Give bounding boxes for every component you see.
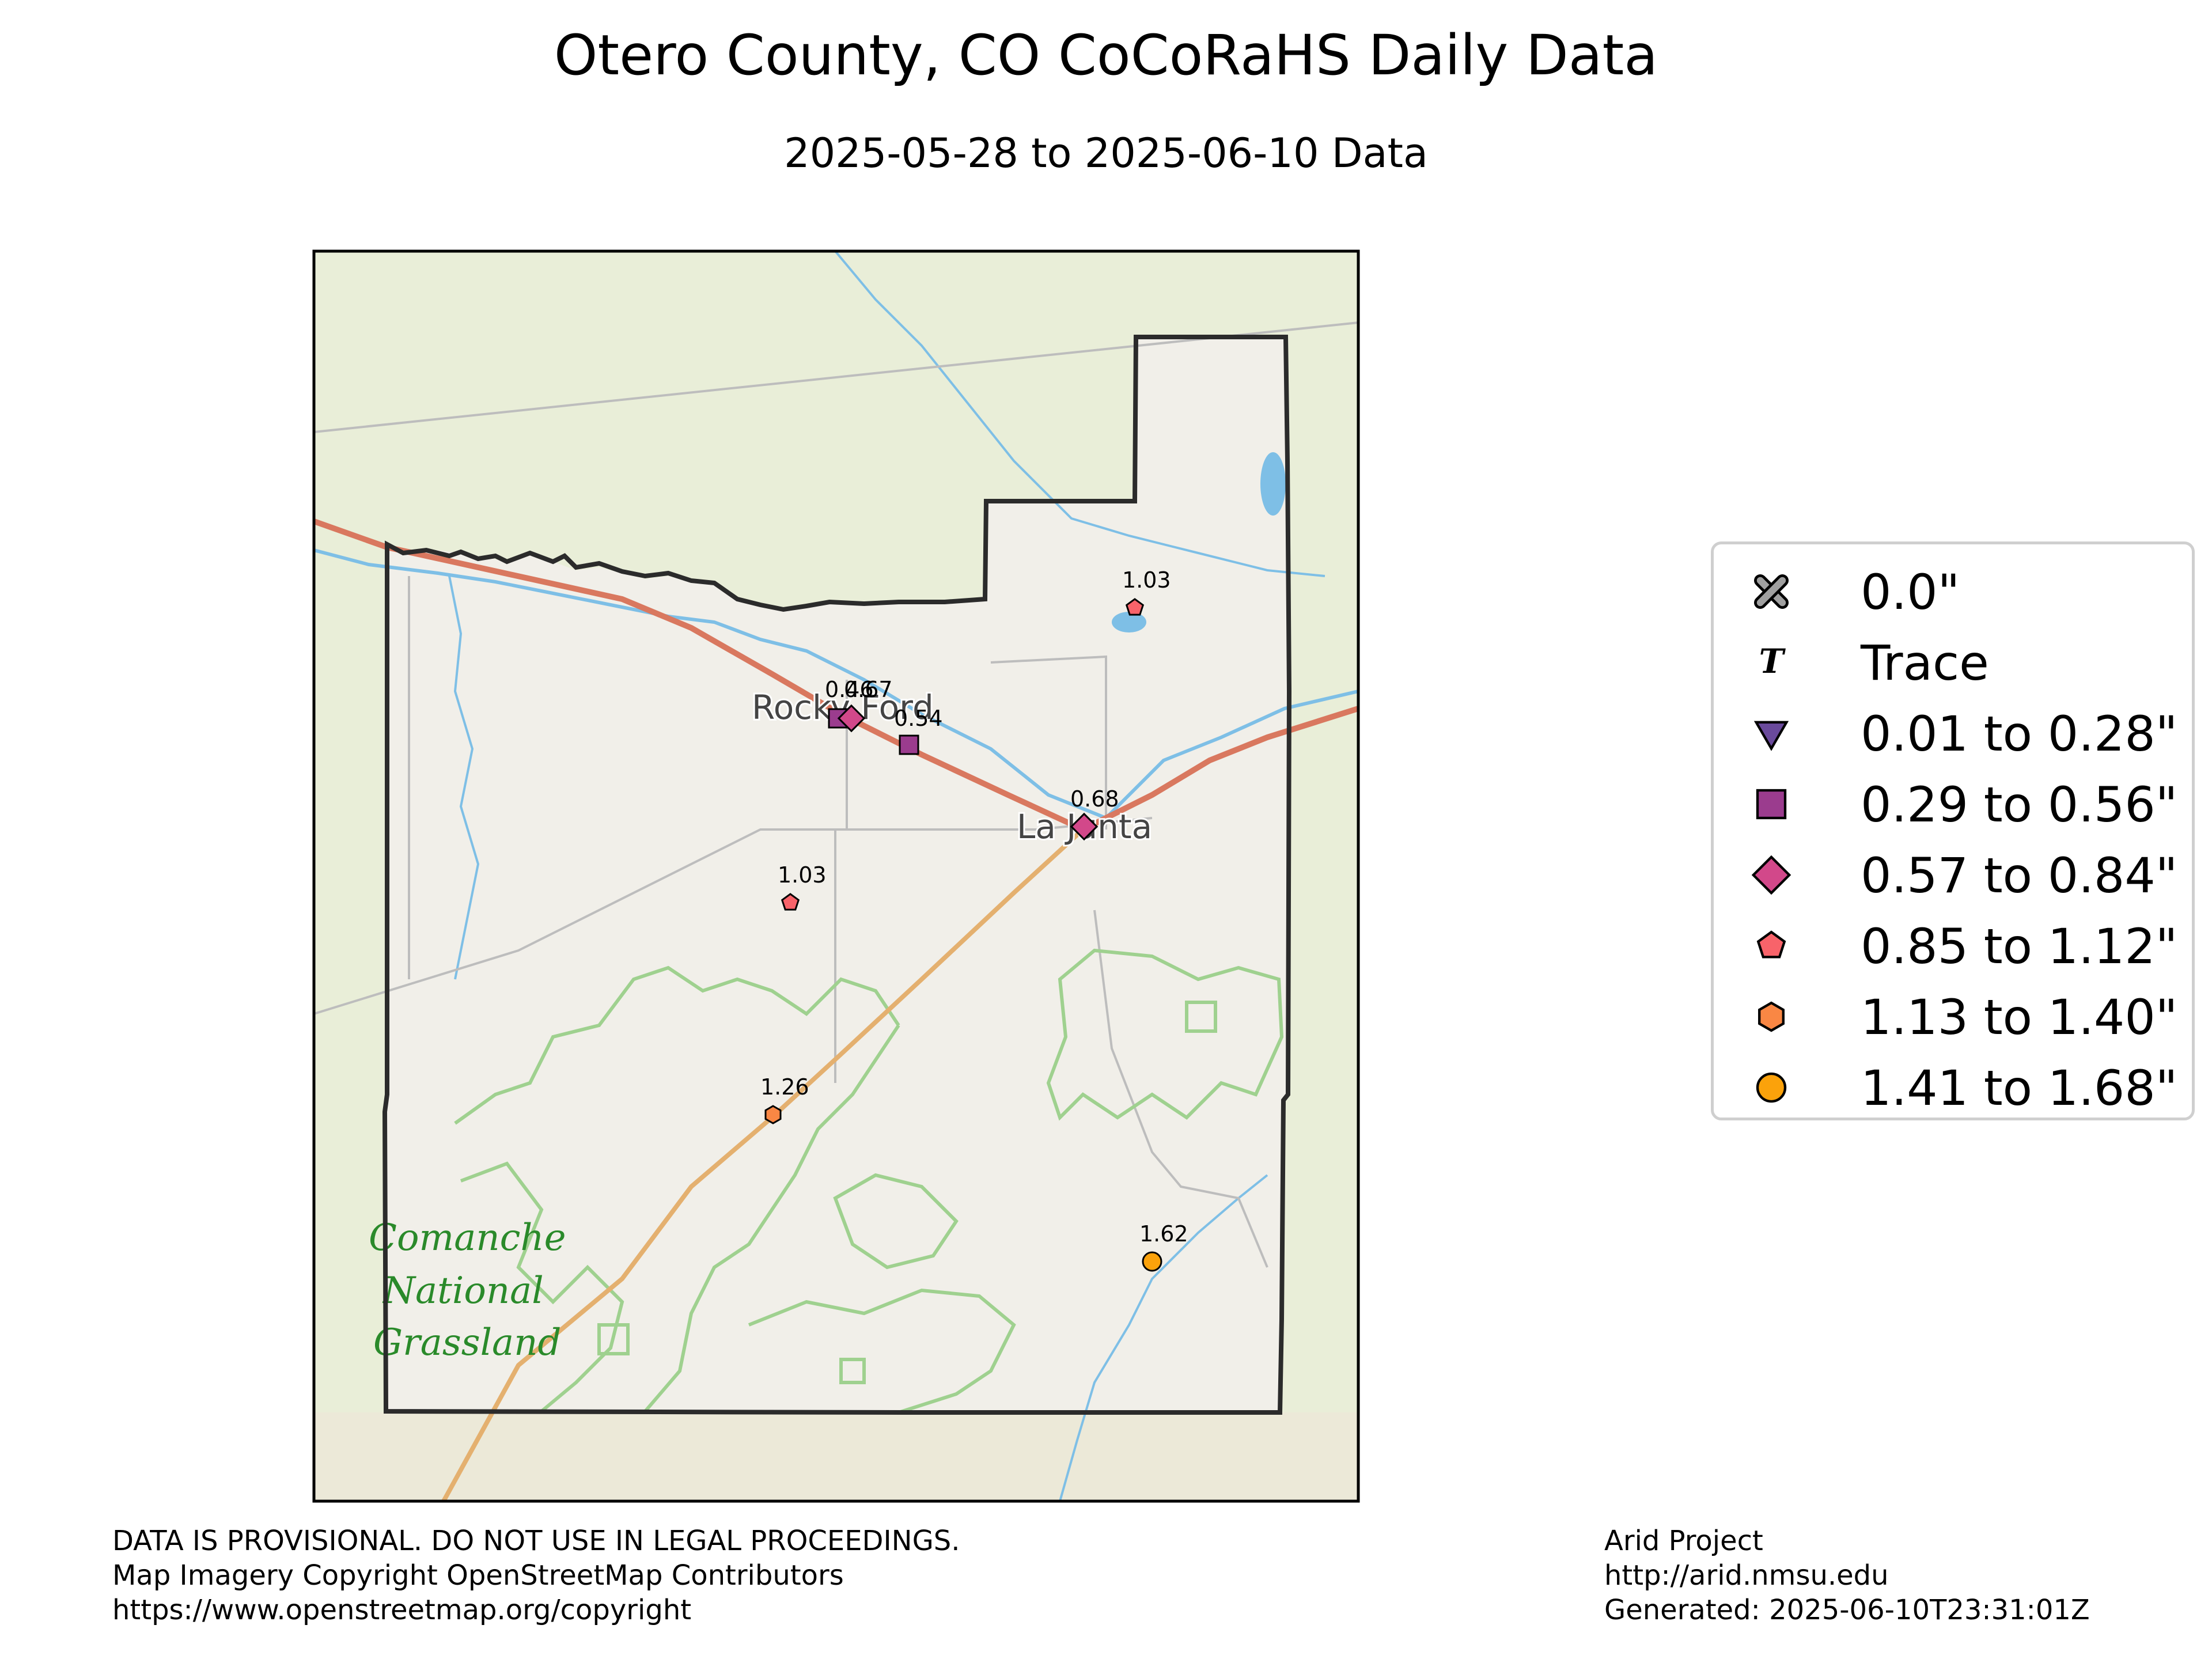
station-value-label: 1.26 xyxy=(760,1074,809,1100)
legend-item: 0.0" xyxy=(1714,556,2192,625)
station-value-label: 1.03 xyxy=(778,862,827,888)
legend-marker-icon xyxy=(1756,789,1787,820)
arkansas-river xyxy=(314,548,1358,820)
creek-north xyxy=(834,251,1325,577)
legend-label: 0.29 to 0.56" xyxy=(1861,777,2178,833)
legend-item: T Trace xyxy=(1714,627,2192,696)
station-marker xyxy=(1142,1251,1162,1272)
footer-line: Map Imagery Copyright OpenStreetMap Cont… xyxy=(112,1559,844,1592)
footer-line: https://www.openstreetmap.org/copyright xyxy=(112,1594,692,1626)
station-value-label: 0.68 xyxy=(1070,786,1119,812)
legend-item: 0.85 to 1.12" xyxy=(1714,910,2192,979)
station-value-label: 0.46 xyxy=(825,677,874,702)
legend-marker-icon xyxy=(1756,930,1786,959)
legend-label: 0.85 to 1.12" xyxy=(1861,918,2178,975)
park-label-line-2: National xyxy=(382,1270,544,1312)
footer-line: DATA IS PROVISIONAL. DO NOT USE IN LEGAL… xyxy=(112,1525,960,1557)
legend-marker-icon xyxy=(1756,1072,1787,1103)
legend-item: 0.01 to 0.28" xyxy=(1714,698,2192,767)
station-marker xyxy=(781,893,800,911)
legend-label: 0.57 to 0.84" xyxy=(1861,847,2178,904)
legend-marker-icon xyxy=(1753,574,1789,609)
basemap: Rocky Ford La Junta Comanche National Gr… xyxy=(314,251,1358,1501)
station-marker xyxy=(1125,598,1145,616)
park-label-line-1: Comanche xyxy=(369,1217,566,1259)
footer-credits: Arid Project http://arid.nmsu.edu Genera… xyxy=(1604,1524,2090,1627)
legend-item: 0.29 to 0.56" xyxy=(1714,768,2192,838)
svg-text:T: T xyxy=(1759,642,1786,681)
county-boundary xyxy=(382,335,1292,1415)
legend-label: 0.01 to 0.28" xyxy=(1861,706,2178,762)
legend-item: 1.13 to 1.40" xyxy=(1714,981,2192,1050)
station-markers: 0.460.670.54 0.68 1.03 1.03 1.26 1.62 xyxy=(760,567,1188,1272)
station-value-label: 1.62 xyxy=(1139,1221,1188,1247)
lake xyxy=(1112,612,1146,632)
station-value-label: 0.54 xyxy=(894,706,943,731)
station-value-label: 1.03 xyxy=(1122,567,1171,593)
footer-line: Generated: 2025-06-10T23:31:01Z xyxy=(1604,1594,2090,1626)
footer-line: Arid Project xyxy=(1604,1525,1763,1557)
footer-disclaimer: DATA IS PROVISIONAL. DO NOT USE IN LEGAL… xyxy=(112,1524,960,1627)
legend-item: 0.57 to 0.84" xyxy=(1714,839,2192,908)
legend-item: 1.41 to 1.68" xyxy=(1714,1052,2192,1121)
station-marker xyxy=(1070,812,1099,841)
page-title: Otero County, CO CoCoRaHS Daily Data xyxy=(554,23,1658,88)
highway-50 xyxy=(314,518,1358,833)
lake xyxy=(1260,452,1286,516)
station-marker xyxy=(764,1105,782,1124)
footer-line: http://arid.nmsu.edu xyxy=(1604,1559,1889,1592)
station-value-label: 0.67 xyxy=(844,677,893,702)
map-frame xyxy=(312,249,1360,1503)
page-subtitle: 2025-05-28 to 2025-06-10 Data xyxy=(784,130,1428,177)
station-marker xyxy=(837,704,866,733)
creek-south xyxy=(1059,1174,1268,1501)
creek-west xyxy=(448,575,480,980)
legend-marker-icon: T xyxy=(1759,642,1786,681)
legend-label: Trace xyxy=(1861,635,1989,691)
legend-marker-icon xyxy=(1753,721,1789,751)
station-marker xyxy=(899,734,919,755)
legend-label: 0.0" xyxy=(1861,564,1960,620)
legend-marker-icon xyxy=(1758,1001,1785,1032)
legend: 0.0" T Trace 0.01 to 0.28" 0.29 to 0.56" 0.57… xyxy=(1711,541,2195,1120)
park-label-line-3: Grassland xyxy=(373,1321,561,1364)
legend-label: 1.41 to 1.68" xyxy=(1861,1060,2178,1116)
legend-marker-icon xyxy=(1751,855,1791,895)
southern-land xyxy=(314,1412,1358,1501)
grassland-boundaries xyxy=(454,948,1284,1414)
legend-label: 1.13 to 1.40" xyxy=(1861,989,2178,1046)
